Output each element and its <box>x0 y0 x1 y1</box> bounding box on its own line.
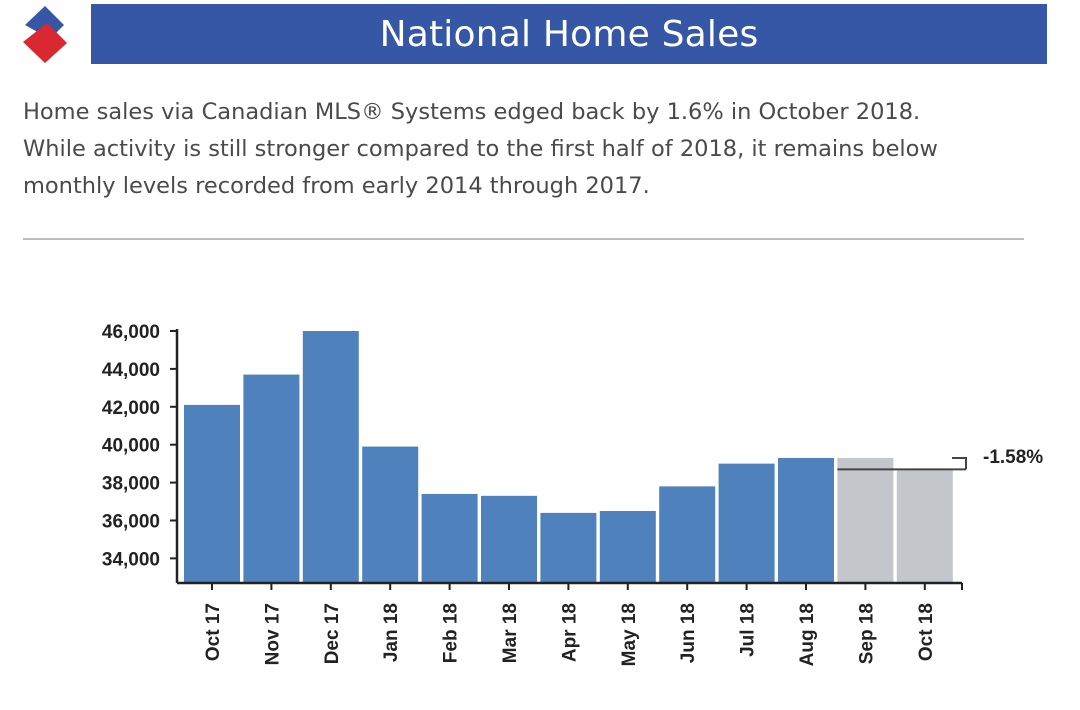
y-tick-label: 42,000 <box>102 398 160 419</box>
bar-dec-17 <box>302 331 359 583</box>
bar-oct-18 <box>896 469 953 583</box>
bar-jan-18 <box>362 446 419 583</box>
annotation-bracket <box>952 456 967 470</box>
page-title: National Home Sales <box>379 13 759 55</box>
bar-apr-18 <box>540 512 597 583</box>
x-tick-label: Aug 18 <box>797 603 818 666</box>
bar-may-18 <box>599 511 656 583</box>
y-tick-label: 44,000 <box>102 360 160 381</box>
crea-logo <box>23 6 67 63</box>
logo-red-shape <box>23 23 67 63</box>
x-tick-label: Oct 18 <box>916 603 937 661</box>
x-tick-label: Oct 17 <box>203 603 224 661</box>
intro-line-1: Home sales via Canadian MLS® Systems edg… <box>23 99 921 125</box>
bar-feb-18 <box>421 493 478 583</box>
x-tick-label: Feb 18 <box>441 603 462 663</box>
bar-oct-17 <box>184 404 240 583</box>
y-tick-label: 38,000 <box>102 474 160 495</box>
x-tick-label: Sep 18 <box>856 603 877 664</box>
y-tick-label: 40,000 <box>102 436 160 457</box>
intro-paragraph: Home sales via Canadian MLS® Systems edg… <box>23 94 1043 205</box>
intro-line-2: While activity is still stronger compare… <box>23 136 938 162</box>
bar-jun-18 <box>659 486 716 583</box>
annotation-label: -1.58% <box>983 447 1043 468</box>
x-tick-label: Dec 17 <box>322 603 343 664</box>
intro-line-3: monthly levels recorded from early 2014 … <box>23 173 650 199</box>
y-tick-label: 36,000 <box>102 511 160 532</box>
title-banner: National Home Sales <box>91 4 1047 64</box>
x-tick-label: Jul 18 <box>738 603 759 657</box>
x-tick-label: Nov 17 <box>262 603 283 665</box>
bar-jul-18 <box>718 463 775 583</box>
x-tick-label: Apr 18 <box>559 603 580 662</box>
bar-mar-18 <box>481 495 537 583</box>
x-tick-label: Jan 18 <box>381 603 402 662</box>
x-tick-label: Jun 18 <box>678 603 699 663</box>
y-tick-label: 34,000 <box>102 549 160 570</box>
y-tick-label: 46,000 <box>102 322 160 343</box>
bar-aug-18 <box>778 457 834 583</box>
bar-sep-18 <box>837 457 894 583</box>
section-divider <box>23 238 1024 240</box>
x-tick-label: Mar 18 <box>500 603 521 663</box>
bar-nov-17 <box>243 374 300 583</box>
x-tick-label: May 18 <box>619 603 640 666</box>
